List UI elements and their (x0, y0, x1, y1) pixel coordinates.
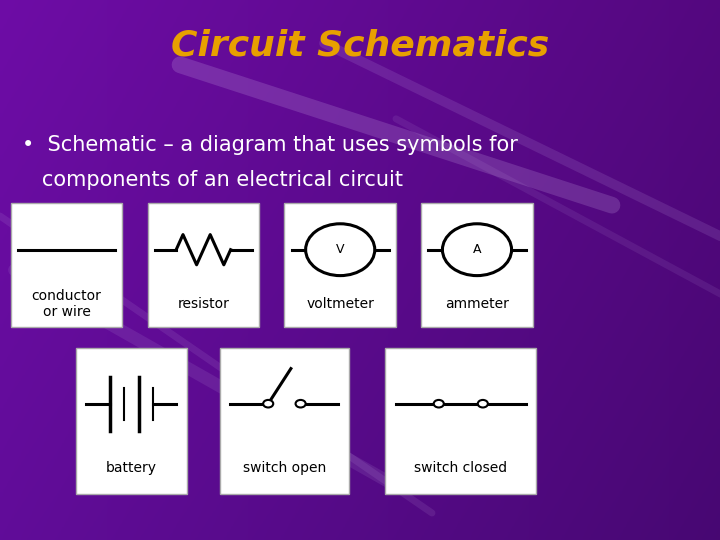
Circle shape (306, 224, 375, 275)
Text: Circuit Schematics: Circuit Schematics (171, 29, 549, 63)
Text: V: V (336, 243, 344, 256)
Text: battery: battery (106, 461, 157, 475)
Text: components of an electrical circuit: components of an electrical circuit (22, 170, 402, 190)
FancyBboxPatch shape (11, 202, 122, 327)
FancyBboxPatch shape (421, 202, 533, 327)
Circle shape (295, 400, 305, 408)
Text: voltmeter: voltmeter (306, 298, 374, 312)
FancyBboxPatch shape (284, 202, 396, 327)
Text: resistor: resistor (177, 298, 230, 312)
Text: •  Schematic – a diagram that uses symbols for: • Schematic – a diagram that uses symbol… (22, 135, 518, 155)
Circle shape (264, 400, 274, 408)
Circle shape (442, 224, 511, 275)
Text: A: A (473, 243, 481, 256)
Circle shape (478, 400, 488, 408)
FancyBboxPatch shape (220, 348, 349, 494)
Circle shape (433, 400, 444, 408)
FancyBboxPatch shape (76, 348, 187, 494)
FancyBboxPatch shape (385, 348, 536, 494)
Text: switch closed: switch closed (414, 461, 508, 475)
FancyBboxPatch shape (148, 202, 259, 327)
Text: switch open: switch open (243, 461, 326, 475)
Text: ammeter: ammeter (445, 298, 509, 312)
Text: conductor
or wire: conductor or wire (32, 289, 102, 320)
